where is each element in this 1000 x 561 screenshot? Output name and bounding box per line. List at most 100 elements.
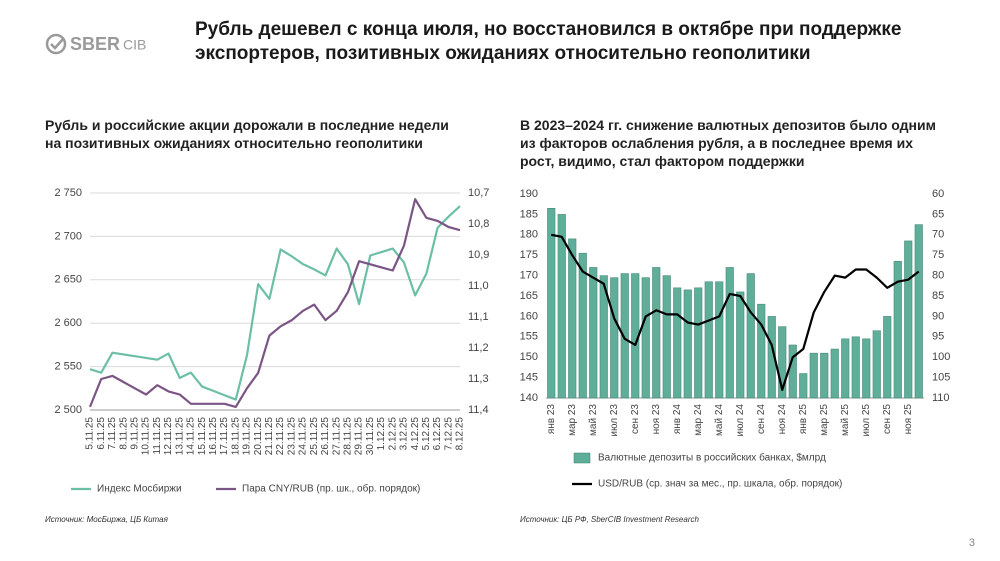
- x-tick-label: 2.12.25: [387, 417, 398, 451]
- x-tick-label: 8.11.25: [118, 417, 129, 450]
- chart-title: В 2023–2024 гг. снижение валютных депози…: [520, 117, 936, 169]
- x-tick-label: 20.11.25: [253, 417, 264, 456]
- logo-icon: [45, 33, 67, 55]
- bar: [851, 336, 860, 399]
- logo-check: [50, 38, 64, 50]
- x-tick-label: май 25: [840, 404, 851, 436]
- y-tick-label: 2 550: [54, 361, 82, 373]
- x-tick-label: янв 25: [798, 404, 809, 435]
- y-tick-label: 10,7: [468, 187, 489, 199]
- y-tick-label: 2 650: [54, 274, 82, 286]
- y-tick-label: 60: [932, 188, 944, 200]
- bar: [872, 330, 881, 399]
- bar: [914, 224, 923, 399]
- x-tick-label: 27.11.25: [331, 417, 342, 456]
- y-tick-label: 170: [520, 270, 538, 282]
- bar: [883, 316, 892, 399]
- bar: [557, 214, 566, 399]
- bar: [694, 287, 703, 399]
- y-tick-label: 65: [932, 208, 944, 220]
- x-tick-label: 18.11.25: [230, 417, 241, 456]
- bar: [704, 281, 713, 399]
- x-tick-label: ноя 24: [777, 404, 788, 435]
- source-note: Источник: ЦБ РФ, SberCIB Investment Rese…: [520, 515, 699, 524]
- logo-sub: CIB: [123, 37, 146, 53]
- x-tick-label: 4.12.25: [410, 417, 421, 451]
- bar: [568, 238, 577, 399]
- x-tick-label: 3.12.25: [399, 417, 410, 451]
- x-tick-label: 5.11.25: [85, 417, 96, 450]
- legend-swatch: [573, 452, 591, 464]
- y-tick-label: 2 500: [54, 404, 82, 416]
- bar: [778, 326, 787, 399]
- y-tick-label: 95: [932, 331, 944, 343]
- x-tick-label: июл 23: [609, 404, 620, 437]
- x-tick-label: июл 24: [735, 404, 746, 437]
- bar: [715, 281, 724, 399]
- x-tick-label: 30.11.25: [365, 417, 376, 456]
- y-tick-label: 80: [932, 270, 944, 282]
- x-tick-label: 6.11.25: [96, 417, 107, 450]
- x-tick-label: 7.12.25: [443, 417, 454, 451]
- x-tick-label: 6.12.25: [432, 417, 443, 451]
- legend-label: USD/RUB (ср. знач за мес., пр. шкала, об…: [598, 478, 842, 490]
- bar: [620, 273, 629, 399]
- x-tick-label: 8.12.25: [455, 417, 466, 451]
- y-tick-label: 75: [932, 249, 944, 261]
- y-tick-label: 11,2: [468, 342, 489, 354]
- bar: [862, 338, 871, 399]
- y-tick-label: 110: [932, 392, 950, 404]
- x-tick-label: сен 23: [630, 404, 641, 434]
- y-tick-label: 185: [520, 208, 538, 220]
- y-tick-label: 90: [932, 310, 944, 322]
- x-tick-label: июл 25: [861, 404, 872, 437]
- y-tick-label: 10,8: [468, 218, 489, 230]
- bar: [610, 277, 619, 399]
- x-tick-label: 22.11.25: [275, 417, 286, 456]
- bar: [589, 267, 598, 399]
- x-tick-label: 24.11.25: [298, 417, 309, 456]
- y-tick-label: 145: [520, 372, 538, 384]
- slide-title: Рубль дешевел с конца июля, но восстанов…: [195, 19, 902, 64]
- y-tick-label: 150: [520, 351, 538, 363]
- bar: [809, 352, 818, 399]
- page-number: 3: [969, 537, 975, 549]
- x-tick-label: 28.11.25: [343, 417, 354, 456]
- x-tick-label: 15.11.25: [197, 417, 208, 456]
- y-tick-label: 11,4: [468, 404, 489, 416]
- y-tick-label: 2 700: [54, 230, 82, 242]
- y-tick-label: 160: [520, 310, 538, 322]
- y-tick-label: 140: [520, 392, 538, 404]
- source-note: Источник: МосБиржа, ЦБ Китая: [45, 515, 169, 524]
- x-tick-label: янв 24: [672, 404, 683, 435]
- x-tick-label: 19.11.25: [242, 417, 253, 456]
- x-tick-label: ноя 25: [903, 404, 914, 435]
- bar: [841, 338, 850, 399]
- x-tick-label: 1.12.25: [376, 417, 387, 451]
- bar: [830, 348, 839, 399]
- y-tick-label: 105: [932, 372, 950, 384]
- bar: [736, 291, 745, 399]
- x-tick-label: ноя 23: [651, 404, 662, 435]
- chart-title: Рубль и российские акции дорожали в посл…: [45, 117, 449, 151]
- bar: [799, 373, 808, 399]
- bar: [641, 277, 650, 399]
- y-tick-label: 10,9: [468, 249, 489, 261]
- x-tick-label: май 24: [714, 404, 725, 436]
- x-tick-label: 21.11.25: [264, 417, 275, 456]
- bar: [746, 273, 755, 399]
- logo: SBER CIB: [45, 33, 146, 55]
- line-series: [551, 233, 920, 391]
- x-tick-label: 10.11.25: [141, 417, 152, 456]
- x-tick-label: 9.11.25: [129, 417, 140, 450]
- x-tick-label: мар 23: [567, 404, 578, 436]
- bar: [578, 252, 587, 399]
- bar: [893, 261, 902, 399]
- x-tick-label: мар 25: [819, 404, 830, 436]
- x-tick-label: 7.11.25: [107, 417, 118, 450]
- x-tick-label: 29.11.25: [354, 417, 365, 456]
- y-tick-label: 180: [520, 229, 538, 241]
- bar: [652, 267, 661, 399]
- bar: [820, 352, 829, 399]
